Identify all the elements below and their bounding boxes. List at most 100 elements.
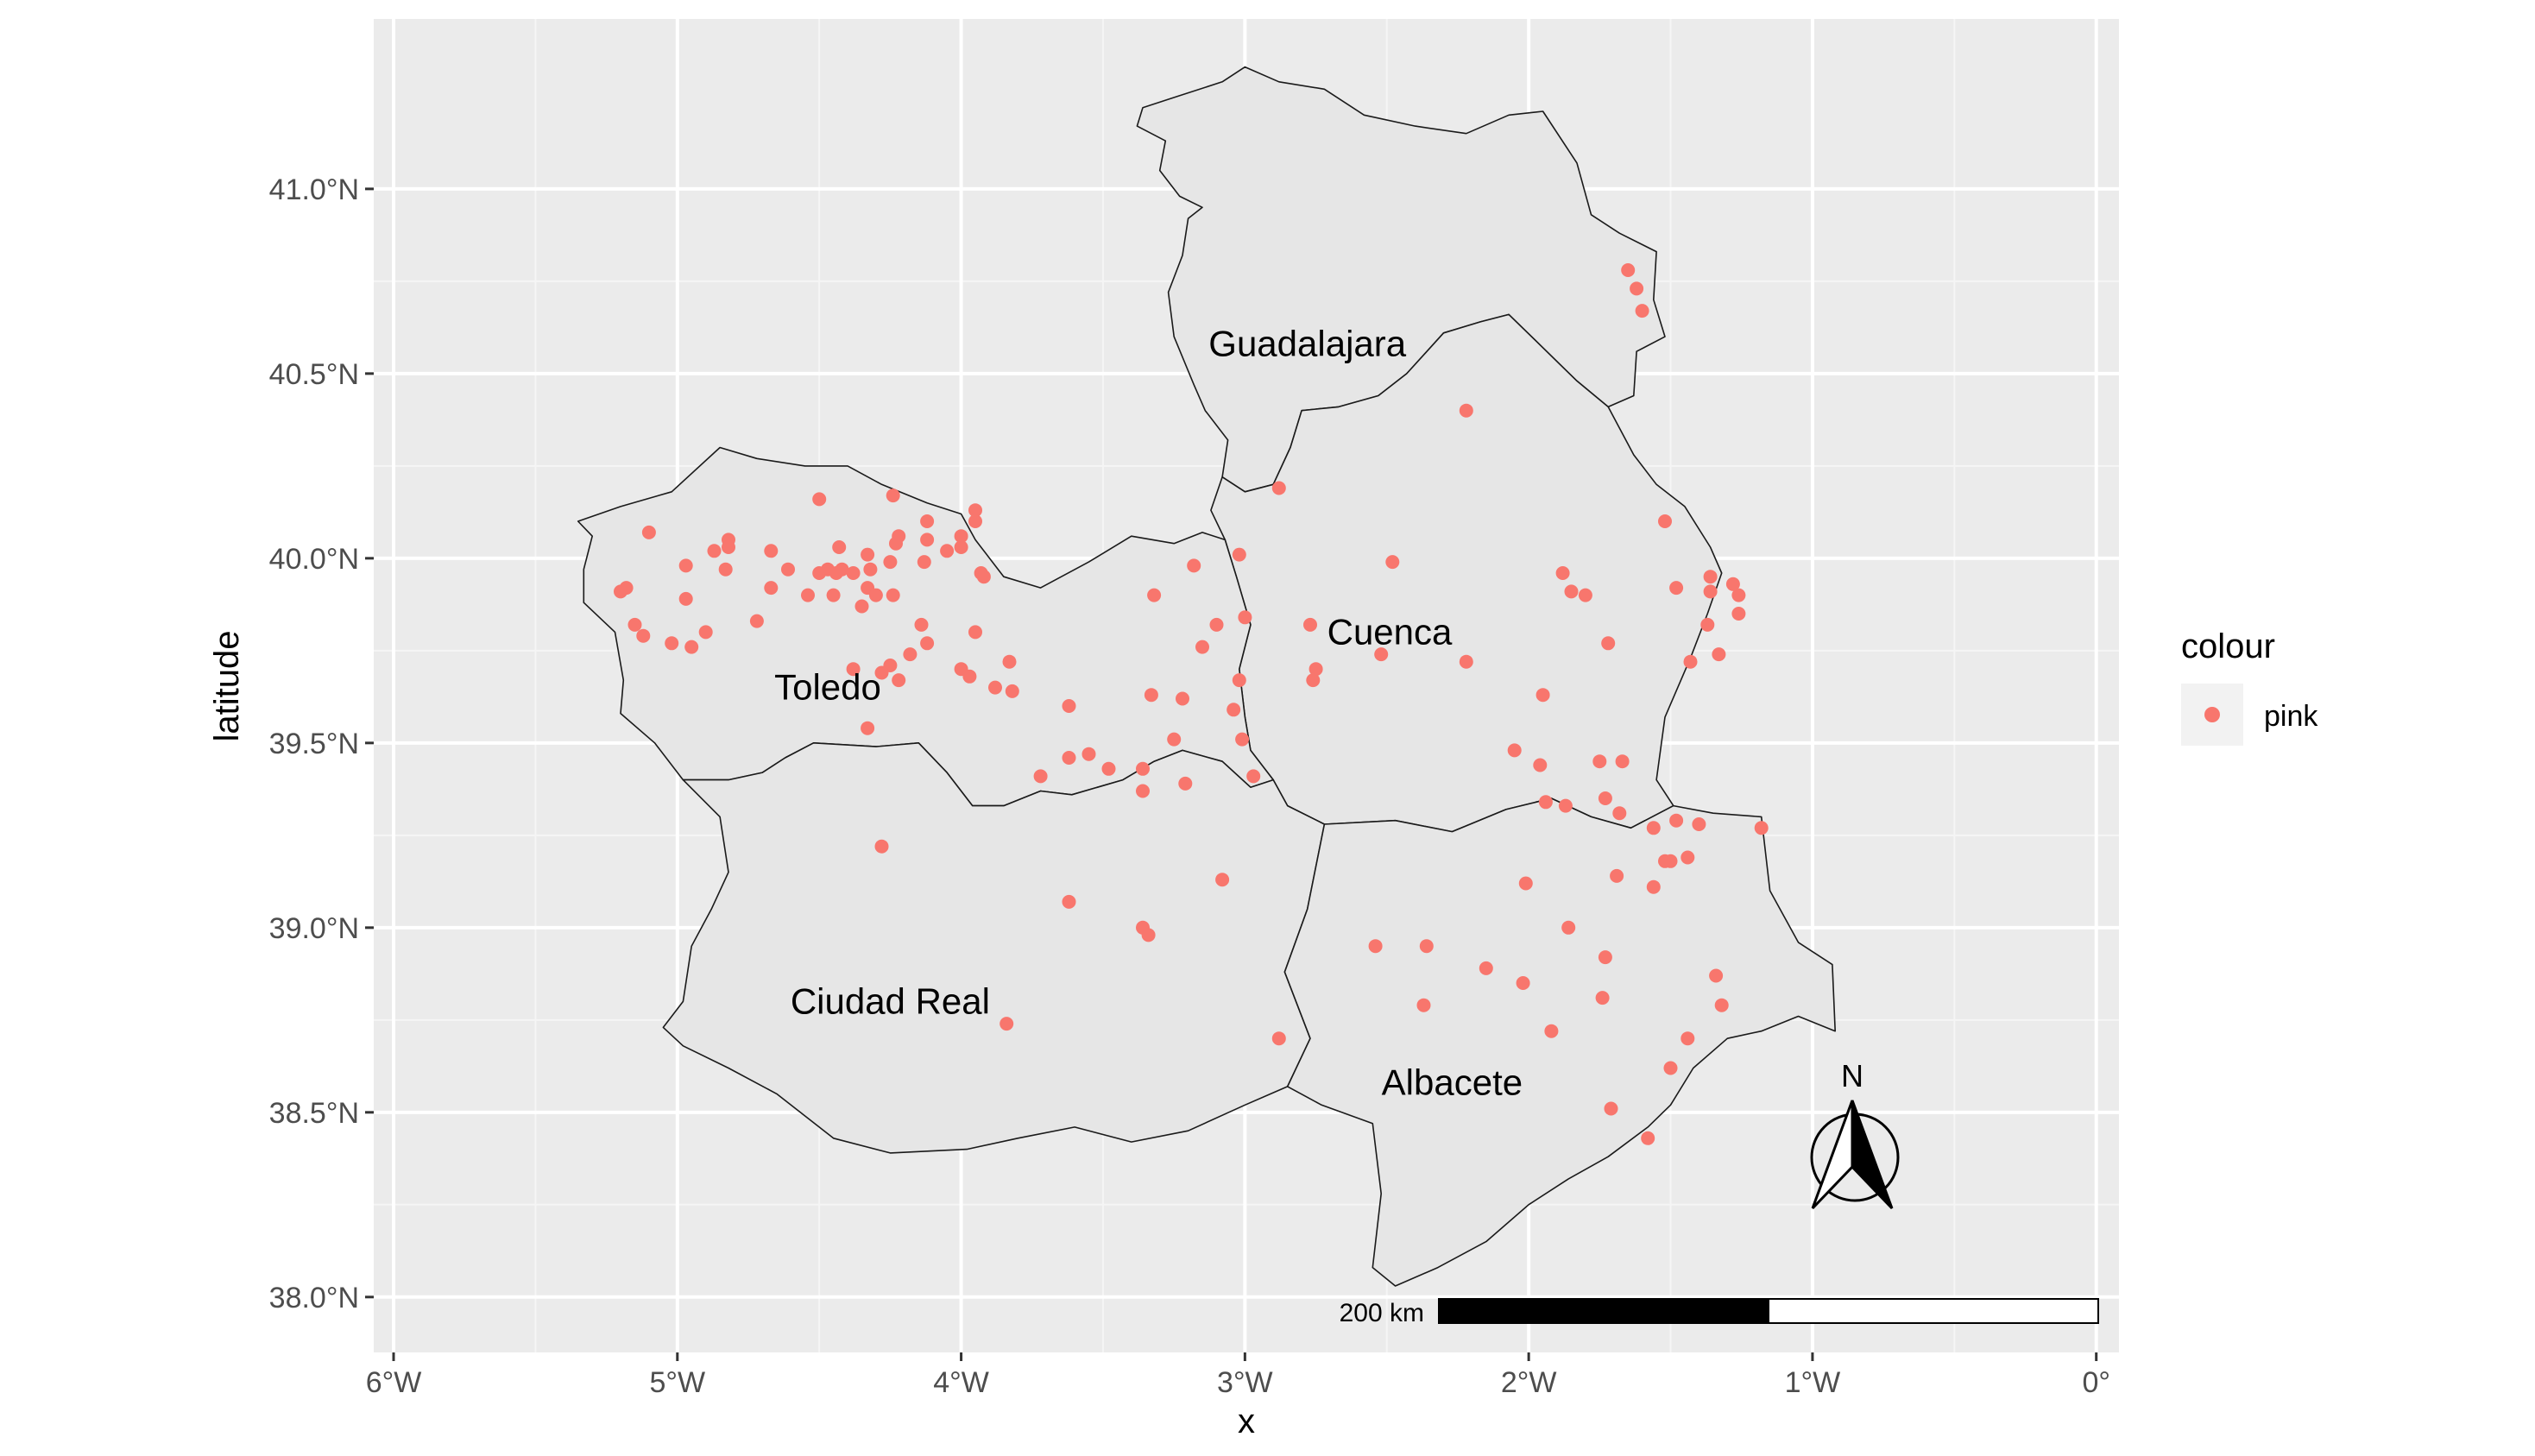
data-point: [1604, 1101, 1618, 1116]
data-point: [781, 562, 795, 577]
data-point: [764, 581, 779, 596]
data-point: [707, 544, 722, 558]
legend: colour pink: [2181, 627, 2318, 746]
data-point: [1081, 747, 1096, 761]
y-tick-label: 40.0°N: [269, 543, 359, 576]
data-point: [1663, 854, 1678, 868]
data-point: [1578, 588, 1592, 602]
data-point: [1595, 991, 1610, 1005]
data-point: [665, 636, 679, 651]
data-point: [812, 492, 827, 507]
y-tick-label: 39.0°N: [269, 912, 359, 945]
region-guadalajara: [1136, 66, 1666, 493]
data-point: [1518, 876, 1533, 891]
data-point: [886, 588, 900, 602]
data-point: [1232, 673, 1246, 688]
data-point: [1271, 1031, 1286, 1046]
data-point: [678, 558, 693, 573]
north-arrow-right-half: [1851, 1100, 1894, 1210]
x-tick-label: 6°W: [366, 1366, 422, 1399]
y-tick-label: 39.5°N: [269, 728, 359, 760]
data-point: [1725, 577, 1740, 591]
data-point: [1002, 654, 1017, 669]
data-point: [1195, 640, 1209, 654]
data-point: [1621, 263, 1636, 277]
data-point: [1459, 403, 1473, 418]
data-point: [846, 566, 861, 580]
data-point: [1663, 1061, 1678, 1075]
data-point: [1544, 1024, 1559, 1038]
y-tick-label: 40.5°N: [269, 358, 359, 391]
data-point: [920, 636, 935, 651]
data-point: [826, 588, 841, 602]
data-point: [861, 721, 875, 735]
data-point: [829, 566, 843, 580]
data-point: [832, 540, 847, 554]
data-point: [917, 555, 931, 570]
data-point: [1005, 684, 1019, 698]
x-tick-label: 4°W: [933, 1366, 989, 1399]
scale-bar-white-segment: [1768, 1298, 2099, 1324]
data-point: [1178, 776, 1193, 791]
data-point: [1681, 850, 1695, 865]
data-point: [1479, 961, 1493, 975]
data-point: [1646, 879, 1661, 894]
data-point: [812, 566, 827, 580]
data-point: [1712, 647, 1726, 662]
data-point: [962, 669, 977, 684]
data-point: [846, 662, 861, 677]
data-point: [1062, 699, 1076, 713]
data-point: [920, 514, 935, 528]
scale-bar: 200 km: [1340, 1298, 2099, 1327]
data-point: [1167, 732, 1182, 747]
data-point: [1615, 754, 1630, 769]
data-point: [968, 503, 982, 518]
data-point: [684, 640, 699, 654]
data-point: [976, 570, 991, 584]
data-point: [1641, 1131, 1655, 1145]
region-label-ciudad-real: Ciudad Real: [791, 980, 990, 1021]
data-point: [1215, 873, 1230, 887]
region-label-guadalajara: Guadalajara: [1208, 324, 1406, 364]
scale-bar-label: 200 km: [1340, 1299, 1424, 1327]
data-point: [1308, 662, 1323, 677]
data-point: [1681, 1031, 1695, 1046]
data-point: [1601, 636, 1616, 651]
data-point: [1683, 654, 1698, 669]
data-point: [1630, 281, 1644, 296]
region-label-albacete: Albacete: [1382, 1062, 1523, 1103]
data-point: [1176, 691, 1189, 706]
data-point: [1271, 481, 1286, 495]
points-layer: [614, 263, 1769, 1145]
data-point: [954, 529, 968, 544]
data-point: [920, 533, 935, 547]
data-point: [892, 673, 906, 688]
data-point: [1136, 761, 1150, 776]
data-point: [854, 599, 869, 614]
legend-key-point: [2204, 707, 2220, 722]
data-point: [1612, 806, 1627, 821]
data-point: [1187, 558, 1201, 573]
data-point: [698, 625, 713, 640]
data-point: [722, 540, 735, 554]
data-point: [1101, 761, 1116, 776]
data-point: [636, 628, 651, 643]
x-axis-title: x: [1238, 1402, 1255, 1440]
data-point: [1731, 588, 1746, 602]
data-point: [1533, 758, 1548, 772]
data-point: [1227, 703, 1241, 717]
data-point: [1598, 791, 1612, 805]
data-point: [764, 544, 779, 558]
data-point: [627, 617, 642, 632]
data-point: [1306, 673, 1321, 688]
data-point: [1709, 968, 1724, 983]
data-point: [1062, 894, 1076, 909]
north-arrow: N: [1810, 1058, 1900, 1210]
data-point: [1714, 998, 1729, 1012]
data-point: [968, 625, 982, 640]
y-tick-label: 38.5°N: [269, 1097, 359, 1130]
north-arrow-label: N: [1841, 1058, 1863, 1094]
data-point: [1246, 769, 1261, 784]
data-point: [1235, 732, 1250, 747]
data-point: [1368, 939, 1383, 954]
